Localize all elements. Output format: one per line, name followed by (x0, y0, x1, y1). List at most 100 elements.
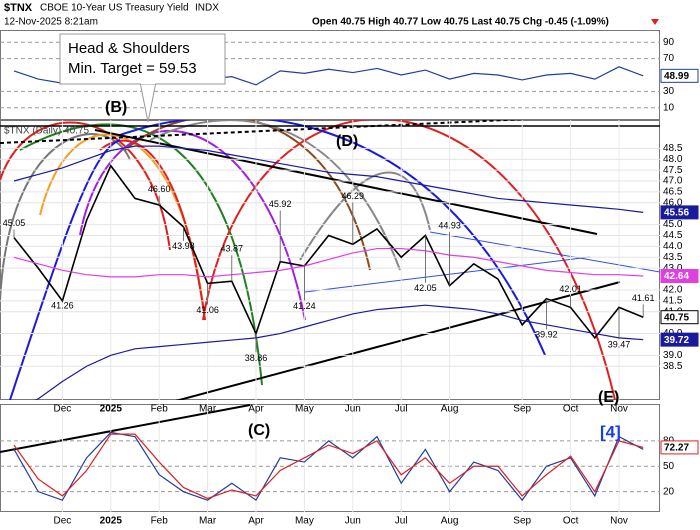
pivot-label: 38.86 (245, 353, 268, 363)
y-tick-label: 50 (663, 461, 675, 472)
value-tag-label: 48.99 (664, 71, 689, 82)
y-tick-label: 44.5 (663, 230, 683, 241)
x-tick-label: 2025 (100, 516, 123, 527)
value-tag-label: 45.56 (664, 208, 689, 219)
rsi-panel (0, 30, 660, 120)
series-line (13, 247, 644, 278)
value-tag (660, 332, 699, 347)
value-tag (660, 68, 699, 83)
value-tag (660, 310, 699, 325)
x-tick-label: Oct (563, 404, 579, 415)
y-tick-label: 43.5 (663, 252, 683, 263)
series-line (34, 304, 644, 400)
wave-label: (E) (598, 389, 619, 406)
pivot-label: 41.24 (293, 301, 316, 311)
y-tick-label: 44.0 (663, 241, 683, 252)
x-tick-label: Nov (610, 516, 628, 527)
x-tick-label: Dec (54, 404, 72, 415)
pivot-label: 41.06 (196, 305, 219, 315)
y-tick-label: 20 (663, 486, 675, 497)
value-tag-label: 72.27 (664, 443, 689, 454)
series-line (13, 164, 644, 340)
pivot-label: 46.29 (342, 191, 365, 201)
x-tick-label: Jul (395, 516, 408, 527)
symbol: $TNX (4, 2, 33, 14)
wave-label: (B) (105, 99, 127, 116)
y-tick-label: 48.0 (663, 154, 683, 165)
pivot-label: 43.98 (172, 241, 195, 251)
series-line (13, 433, 644, 500)
down-arrow (651, 19, 659, 25)
price-plot: 45.05 41.26 46.60 43.98 41.06 43.87 38.86 45.92… (0, 120, 660, 400)
pivot-label: 42.05 (414, 283, 437, 293)
x-tick-label: Feb (151, 516, 169, 527)
x-tick-label: Jul (395, 404, 408, 415)
value-tag (660, 205, 699, 220)
y-tick-label: 90 (663, 37, 675, 48)
wave-label: [4] (600, 422, 621, 441)
value-tag-label: 42.64 (664, 271, 689, 282)
legend-text: $TNX (Daily) 40.75 (4, 126, 89, 137)
wave-label: (C) (248, 422, 270, 439)
y-tick-label: 46.0 (663, 197, 683, 208)
annotation: Head & Shoulders (68, 40, 190, 57)
y-tick-label: 46.5 (663, 187, 683, 198)
value-tag (660, 269, 699, 284)
x-tick-label: Feb (151, 404, 169, 415)
pivot-label: 41.61 (632, 293, 655, 303)
y-tick-label: 42.0 (663, 285, 683, 296)
pivot-label: 41.26 (51, 300, 74, 310)
y-tick-label: 48.5 (663, 143, 683, 154)
stochastic-panel (0, 404, 660, 512)
pivot-label: 46.60 (148, 184, 171, 194)
y-tick-label: 70 (663, 53, 675, 64)
y-tick-label: 45.0 (663, 219, 683, 230)
x-tick-label: Dec (54, 516, 72, 527)
x-tick-label: Sep (513, 404, 531, 415)
x-tick-label: Sep (513, 516, 531, 527)
x-tick-label: Aug (441, 404, 459, 415)
exchange: INDX (195, 3, 219, 14)
x-tick-label: Aug (441, 516, 459, 527)
price-panel (0, 120, 660, 400)
x-tick-label: 2025 (100, 404, 123, 415)
x-tick-label: May (295, 404, 314, 415)
x-tick-label: Mar (199, 516, 217, 527)
x-tick-label: Apr (248, 404, 264, 415)
y-tick-label: 38.5 (663, 361, 683, 372)
pivot-label: 45.92 (269, 199, 292, 209)
x-tick-label: Oct (563, 516, 579, 527)
annotation: Min. Target = 59.53 (68, 60, 197, 77)
x-tick-label: Nov (610, 404, 628, 415)
y-tick-label: 10 (663, 102, 675, 113)
wave-label: (D) (336, 133, 358, 150)
y-tick-label: 47.5 (663, 165, 683, 176)
value-tag-label: 40.75 (664, 312, 689, 323)
x-tick-label: Apr (248, 516, 264, 527)
datetime: 12-Nov-2025 8:21am (4, 17, 98, 28)
callout-box (59, 33, 226, 85)
x-tick-label: May (295, 516, 314, 527)
pivot-label: 45.05 (3, 218, 26, 228)
y-tick-label: 47.0 (663, 176, 683, 187)
pivot-label: 39.92 (535, 330, 558, 340)
callout-pointer (139, 81, 157, 123)
y-tick-label: 43.0 (663, 263, 683, 274)
x-tick-label: Jun (345, 516, 361, 527)
x-tick-label: Jun (345, 404, 361, 415)
y-tick-label: 39.0 (663, 350, 683, 361)
pivot-label: 44.93 (438, 220, 461, 230)
pivot-label: 42.01 (559, 284, 582, 294)
instrument-name: CBOE 10-Year US Treasury Yield (40, 3, 189, 14)
x-tick-label: Mar (199, 404, 217, 415)
y-tick-label: 30 (663, 86, 675, 97)
stochastic-plot (0, 404, 660, 512)
value-tag (660, 440, 699, 455)
axes: 9070301048.9948.548.047.547.046.546.045.… (54, 37, 699, 527)
y-tick-label: 41.5 (663, 295, 683, 306)
series-line (13, 145, 644, 213)
quote: Open 40.75 High 40.77 Low 40.75 Last 40.… (312, 17, 609, 28)
